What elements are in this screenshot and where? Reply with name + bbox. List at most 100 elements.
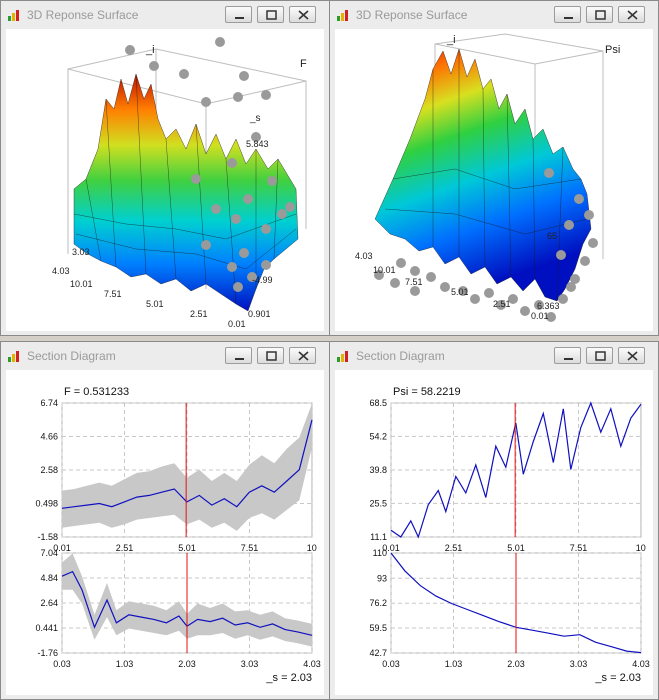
x-axis-readout: _s = 2.03 [594, 672, 641, 684]
minimize-button[interactable] [554, 347, 581, 364]
title-bar[interactable]: 3D Reponse Surface [330, 1, 658, 29]
maximize-button[interactable] [586, 347, 613, 364]
close-button[interactable] [289, 347, 316, 364]
x-tick-label: 3.03 [570, 659, 588, 669]
tick-i-4: 0.01 [228, 319, 246, 329]
y-tick-label: 25.5 [369, 498, 387, 508]
section-window-left: Section Diagram F = 0.531233 6.74 4.66 2.58… [0, 341, 330, 700]
y-tick-label: 0.441 [35, 623, 58, 633]
tick-i-3: 2.51 [493, 299, 511, 309]
y-tick-label: 42.7 [369, 648, 387, 658]
y-tick-label: 2.64 [40, 598, 58, 608]
window-title: 3D Reponse Surface [356, 8, 468, 22]
y-tick-label: 4.66 [40, 432, 58, 442]
y-tick-label: 0.498 [35, 499, 58, 509]
section-window-right: Section Diagram Psi = 58.2219 68.5 54.2 39.… [329, 341, 659, 700]
y-tick-label: 7.04 [40, 548, 58, 558]
response-line [390, 401, 642, 539]
surface-window-right: 3D Reponse Surface [329, 0, 659, 336]
x-tick-label: 2.03 [507, 659, 525, 669]
window-title: Section Diagram [27, 349, 116, 363]
design-points [374, 168, 598, 322]
x-tick-label: 0.03 [53, 659, 71, 669]
chart-app-icon [337, 10, 348, 21]
surface-plot-left: _i F _s 5.843 0.901 -4.99 3.03 4.03 10.0… [52, 37, 307, 329]
title-bar[interactable]: 3D Reponse Surface [1, 1, 329, 29]
mesh-lines [384, 49, 588, 302]
y-tick-label: 2.58 [40, 465, 58, 475]
x-tick-label: 2.03 [178, 659, 196, 669]
tick-z-1: 6.363 [537, 301, 560, 311]
title-bar[interactable]: Section Diagram [330, 342, 658, 370]
tick-z-1: 0.901 [248, 309, 271, 319]
surface-plot-area-left[interactable]: _i F _s 5.843 0.901 -4.99 3.03 4.03 10.0… [6, 29, 324, 331]
tick-i-4: 0.01 [531, 311, 549, 321]
y-tick-label: 110 [373, 548, 387, 558]
tick-z-2: -4.99 [252, 275, 273, 285]
y-tick-label: -1.76 [37, 648, 58, 658]
axis-label-i: _i [145, 44, 155, 56]
section-charts-left: F = 0.531233 6.74 4.66 2.58 0.498 -1.580.01 2.… [35, 386, 321, 684]
minimize-button[interactable] [225, 6, 252, 23]
response-line [61, 419, 313, 509]
axis-label-s: _s [249, 113, 261, 124]
x-tick-label: 7.51 [241, 543, 259, 553]
chart-app-icon [8, 351, 19, 362]
y-tick-label: 68.5 [369, 398, 387, 408]
tick-i-2: 5.01 [451, 287, 469, 297]
x-axis-readout: _s = 2.03 [265, 672, 312, 684]
y-tick-label: 93 [377, 573, 387, 583]
maximize-button[interactable] [257, 6, 284, 23]
minimize-button[interactable] [225, 347, 252, 364]
y-tick-label: 11.1 [370, 532, 387, 542]
mesh-lines [73, 73, 297, 305]
tick-i-0: 10.01 [373, 265, 396, 275]
x-tick-label: 5.01 [507, 543, 525, 553]
tick-z-0: 5.843 [246, 139, 269, 149]
maximize-button[interactable] [257, 347, 284, 364]
tick-z-0: 65 [547, 231, 557, 241]
design-points [125, 37, 295, 292]
section-charts-right: Psi = 58.2219 68.5 54.2 39.8 25.5 11.10.01 2.5… [369, 386, 650, 684]
response-surface [374, 48, 592, 302]
y-tick-label: 76.2 [369, 598, 387, 608]
y-tick-label: 39.8 [369, 465, 387, 475]
close-button[interactable] [289, 6, 316, 23]
response-line [61, 570, 313, 636]
x-tick-label: 1.03 [445, 659, 463, 669]
x-tick-label: 4.03 [632, 659, 650, 669]
section-plot-area-left[interactable]: F = 0.531233 6.74 4.66 2.58 0.498 -1.58 0.01 2.… [6, 370, 324, 695]
tick-s-0: 4.03 [355, 251, 373, 261]
x-tick-label: 7.51 [570, 543, 588, 553]
y-tick-label: 6.74 [40, 398, 58, 408]
title-bar[interactable]: Section Diagram [1, 342, 329, 370]
close-button[interactable] [618, 6, 645, 23]
x-tick-label: 10 [307, 543, 317, 553]
section-plot-area-right[interactable]: Psi = 58.2219 68.5 54.2 39.8 25.5 11.1 0.01 2.5… [335, 370, 653, 695]
y-tick-label: -1.58 [37, 532, 58, 542]
x-tick-label: 2.51 [116, 543, 134, 553]
tick-s-0: 3.03 [72, 247, 90, 257]
close-button[interactable] [618, 347, 645, 364]
x-tick-label: 1.03 [116, 659, 134, 669]
axis-label-z: Psi [605, 44, 620, 56]
y-tick-label: 54.2 [369, 431, 387, 441]
x-tick-label: 0.01 [53, 543, 71, 553]
x-tick-label: 4.03 [303, 659, 321, 669]
surface-plot-area-right[interactable]: _i Psi 65 6.363 4.03 10.01 7.51 5.01 2.5… [335, 29, 653, 331]
y-tick-label: 4.84 [40, 573, 58, 583]
window-title: 3D Reponse Surface [27, 8, 139, 22]
x-tick-label: 5.01 [178, 543, 196, 553]
surface-plot-right: _i Psi 65 6.363 4.03 10.01 7.51 5.01 2.5… [355, 33, 620, 322]
tick-i-2: 5.01 [146, 299, 164, 309]
surface-window-left: 3D Reponse Surface [0, 0, 330, 336]
minimize-button[interactable] [554, 6, 581, 23]
x-tick-label: 0.03 [382, 659, 400, 669]
tick-i-3: 2.51 [190, 309, 208, 319]
x-tick-label: 10 [636, 543, 646, 553]
confidence-band [62, 403, 312, 531]
tick-s-1: 4.03 [52, 266, 70, 276]
x-tick-label: 0.01 [382, 543, 400, 553]
maximize-button[interactable] [586, 6, 613, 23]
y-tick-label: 59.5 [369, 623, 387, 633]
